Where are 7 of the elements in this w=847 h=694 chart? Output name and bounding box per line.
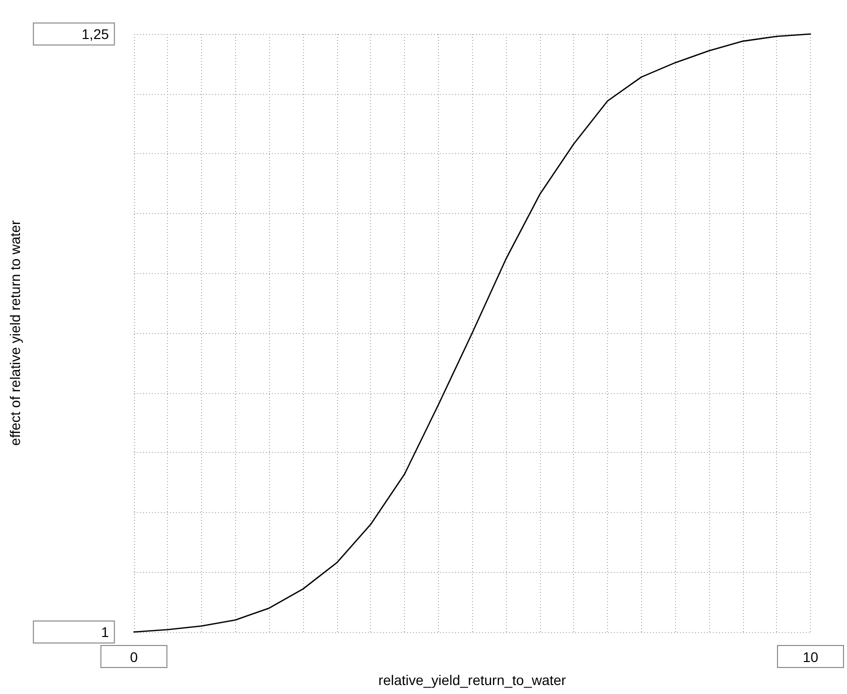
x-axis-title: relative_yield_return_to_water [378,672,566,688]
line-series [133,33,812,633]
x-tick-label: 10 [802,649,818,665]
x-tick-label: 0 [130,649,138,665]
y-tick-label: 1 [101,624,110,640]
y-axis-title: effect of relative yield return to water [7,220,23,446]
y-tick-label: 1,25 [82,26,110,42]
